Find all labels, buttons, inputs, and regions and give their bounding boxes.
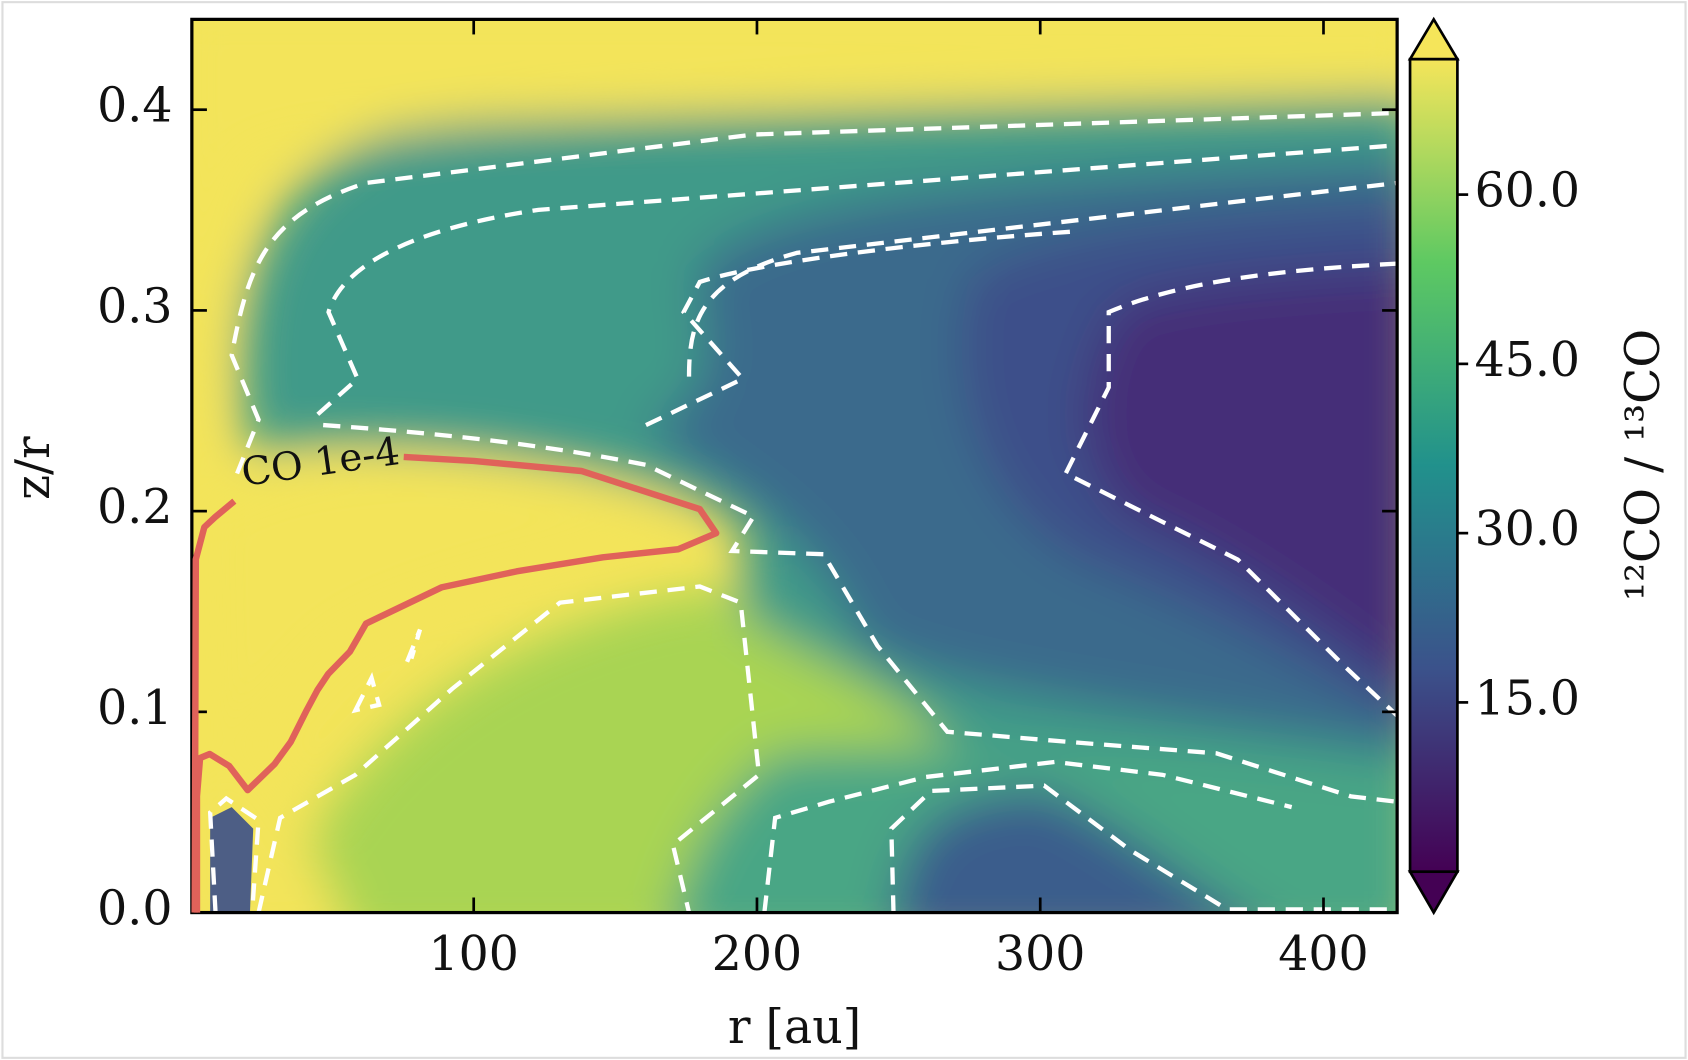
y-tick-label: 0.0 <box>97 882 172 937</box>
contour <box>256 584 762 913</box>
y-axis-label: z/r <box>6 436 61 500</box>
plot-frame <box>190 17 1399 915</box>
region <box>191 19 1398 447</box>
y-tick-label: 0.2 <box>97 480 172 535</box>
contour <box>351 628 423 714</box>
y-tick-label: 0.1 <box>97 681 172 736</box>
contour <box>207 795 261 913</box>
region <box>894 790 1238 913</box>
contour <box>316 143 1398 416</box>
x-tick-label: 400 <box>1278 927 1368 982</box>
x-axis-label: r [au] <box>728 1000 861 1055</box>
x-tick-label: 300 <box>995 927 1085 982</box>
region <box>210 807 254 913</box>
colorbar-extend-top <box>1407 16 1460 61</box>
contour-line <box>193 453 720 913</box>
colorbar <box>1408 57 1459 874</box>
x-tick-label: 100 <box>429 927 519 982</box>
colorbar-tick-label: 45.0 <box>1475 333 1580 388</box>
colorbar-tick-label: 30.0 <box>1475 502 1580 557</box>
colorbar-label: ¹²CO / ¹³CO <box>1616 329 1671 601</box>
contour <box>762 759 1293 913</box>
field <box>191 19 1398 913</box>
x-tick-label: 200 <box>712 927 802 982</box>
contour <box>229 110 1398 475</box>
region <box>199 459 700 775</box>
region <box>1086 270 1398 683</box>
y-tick-label: 0.4 <box>97 79 172 134</box>
colorbar-tick-label: 15.0 <box>1475 671 1580 726</box>
contour <box>889 783 1398 913</box>
colorbar-tick-label: 60.0 <box>1475 164 1580 219</box>
contour <box>1062 261 1398 718</box>
contour <box>645 229 1077 428</box>
dashed-contours <box>207 110 1398 913</box>
colorbar-extend-bottom <box>1407 870 1460 916</box>
field-regions <box>191 19 1398 913</box>
contour <box>322 422 1398 804</box>
y-tick-label: 0.3 <box>97 279 172 334</box>
contour-line <box>191 498 237 913</box>
